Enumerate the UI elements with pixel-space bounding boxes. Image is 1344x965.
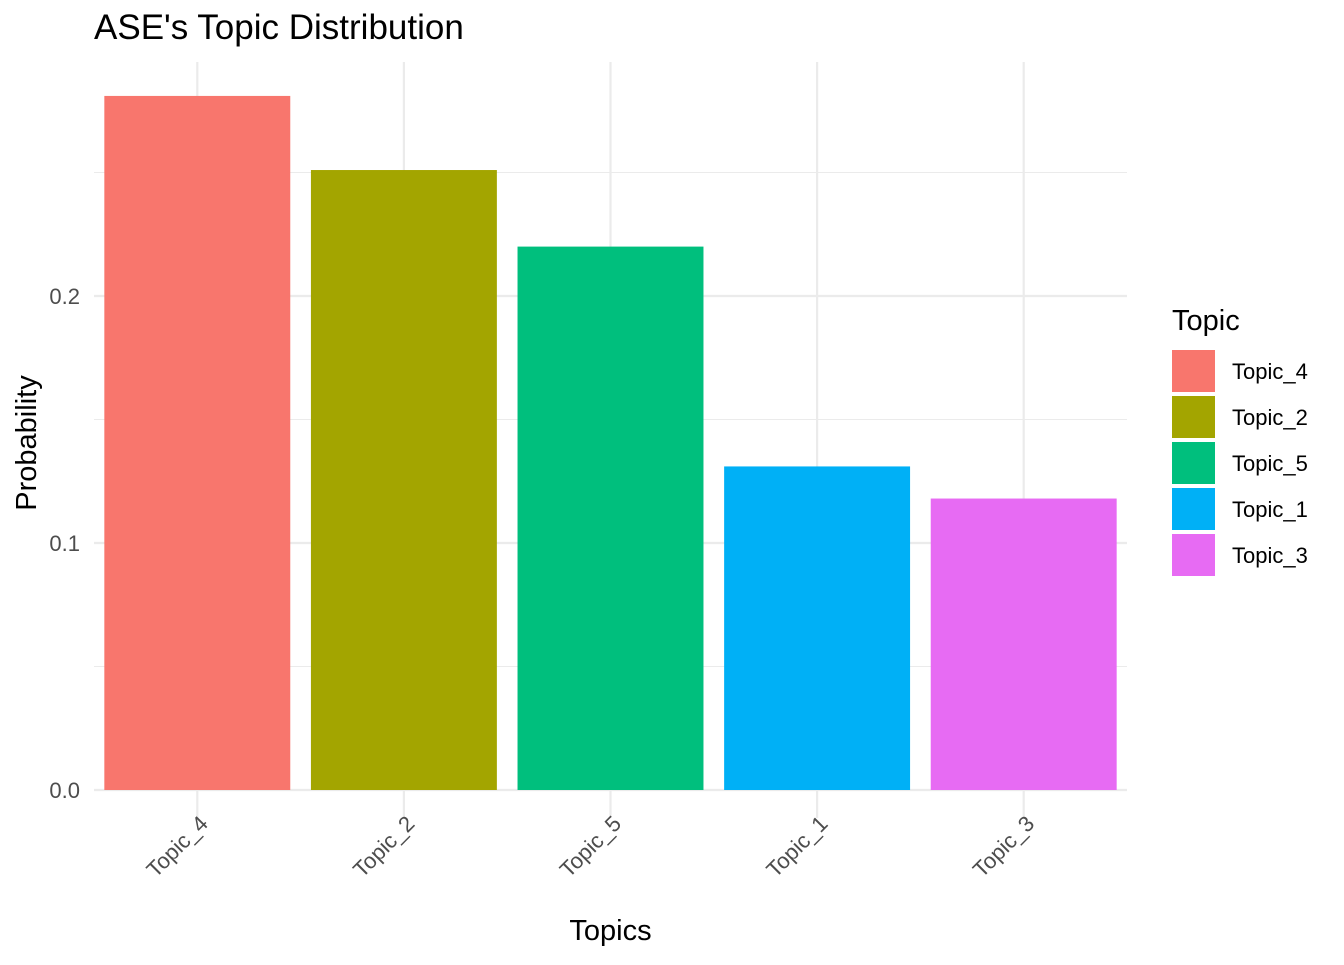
bar-topic-5 bbox=[517, 246, 704, 791]
bar-layer bbox=[104, 95, 1117, 791]
legend: Topic_4 Topic_2 Topic_5 Topic_1 Topic_3 bbox=[1172, 350, 1308, 576]
y-tick-label: 0.0 bbox=[49, 778, 80, 803]
legend-label: Topic_4 bbox=[1232, 359, 1308, 384]
chart-title: ASE's Topic Distribution bbox=[94, 8, 464, 47]
x-tick-label: Topic_3 bbox=[968, 811, 1039, 882]
x-tick-label: Topic_1 bbox=[761, 811, 832, 882]
legend-label: Topic_3 bbox=[1232, 543, 1308, 568]
bar-topic-4 bbox=[104, 95, 291, 791]
y-tick-label: 0.2 bbox=[49, 284, 80, 309]
legend-label: Topic_1 bbox=[1232, 497, 1308, 522]
x-axis-title: Topics bbox=[569, 915, 651, 947]
legend-key bbox=[1172, 488, 1215, 530]
x-tick-label: Topic_4 bbox=[142, 811, 213, 882]
legend-key bbox=[1172, 396, 1215, 438]
legend-title: Topic bbox=[1172, 305, 1240, 337]
legend-key bbox=[1172, 534, 1215, 576]
legend-key bbox=[1172, 442, 1215, 484]
y-tick-label: 0.1 bbox=[49, 531, 80, 556]
bar-topic-1 bbox=[724, 466, 911, 790]
bar-topic-2 bbox=[310, 170, 497, 790]
x-tick-label: Topic_2 bbox=[348, 811, 419, 882]
legend-label: Topic_5 bbox=[1232, 451, 1308, 476]
x-tick-label: Topic_5 bbox=[555, 811, 626, 882]
y-axis-title: Probability bbox=[11, 375, 43, 511]
bar-topic-3 bbox=[930, 498, 1117, 790]
legend-label: Topic_2 bbox=[1232, 405, 1308, 430]
legend-key bbox=[1172, 350, 1215, 392]
